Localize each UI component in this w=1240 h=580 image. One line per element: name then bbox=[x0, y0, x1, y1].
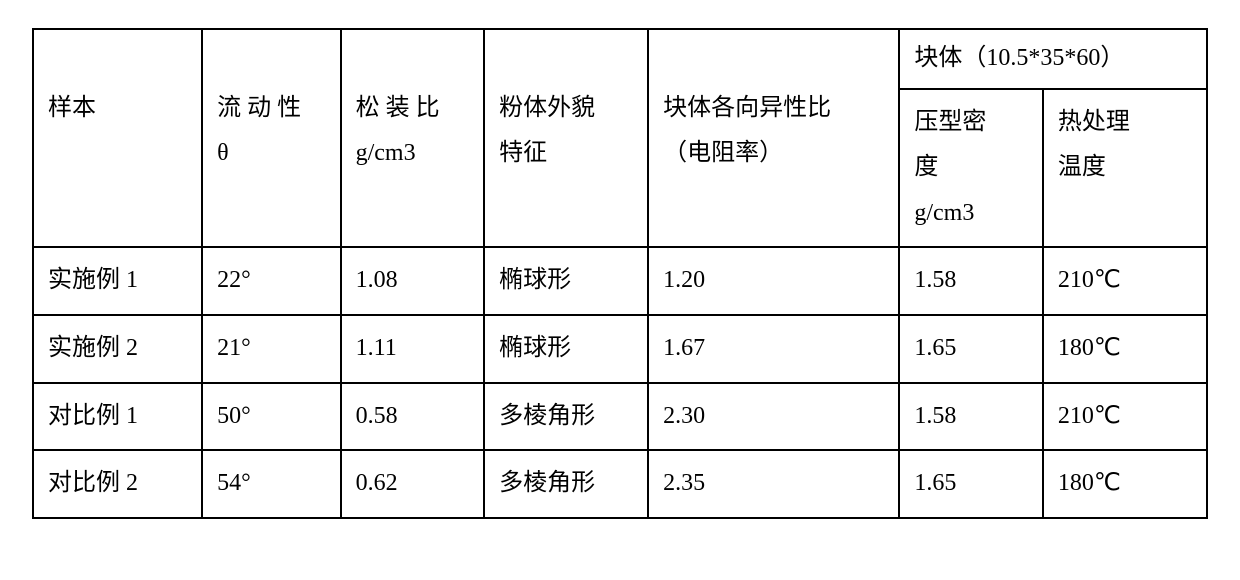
cell-temp: 210℃ bbox=[1043, 247, 1207, 315]
header-row-1: 样本 流动性 θ 松装比 g/cm3 粉体外貌 特征 块体各向异性比 （电阻率）… bbox=[33, 29, 1207, 89]
col-header-flow: 流动性 θ bbox=[202, 29, 340, 247]
cell-aniso: 1.67 bbox=[648, 315, 899, 383]
col-header-temp-l1: 热处理 bbox=[1058, 109, 1130, 135]
cell-temp: 210℃ bbox=[1043, 383, 1207, 451]
table-row: 实施例 1 22° 1.08 椭球形 1.20 1.58 210℃ bbox=[33, 247, 1207, 315]
table-row: 对比例 1 50° 0.58 多棱角形 2.30 1.58 210℃ bbox=[33, 383, 1207, 451]
cell-tap: 0.62 bbox=[341, 450, 485, 518]
cell-flow: 54° bbox=[202, 450, 340, 518]
cell-density: 1.58 bbox=[899, 383, 1043, 451]
cell-aniso: 2.30 bbox=[648, 383, 899, 451]
col-header-density-l2: 度 bbox=[914, 154, 938, 180]
table-row: 对比例 2 54° 0.62 多棱角形 2.35 1.65 180℃ bbox=[33, 450, 1207, 518]
cell-density: 1.58 bbox=[899, 247, 1043, 315]
col-header-group: 块体（10.5*35*60） bbox=[899, 29, 1207, 89]
data-table: 样本 流动性 θ 松装比 g/cm3 粉体外貌 特征 块体各向异性比 （电阻率）… bbox=[32, 28, 1208, 519]
cell-sample: 对比例 1 bbox=[33, 383, 202, 451]
cell-sample: 对比例 2 bbox=[33, 450, 202, 518]
col-header-tap: 松装比 g/cm3 bbox=[341, 29, 485, 247]
cell-flow: 50° bbox=[202, 383, 340, 451]
cell-shape: 多棱角形 bbox=[484, 450, 648, 518]
col-header-sample: 样本 bbox=[33, 29, 202, 247]
cell-tap: 1.11 bbox=[341, 315, 485, 383]
col-header-density: 压型密 度 g/cm3 bbox=[899, 89, 1043, 248]
col-header-density-l1: 压型密 bbox=[914, 109, 986, 135]
col-header-aniso: 块体各向异性比 （电阻率） bbox=[648, 29, 899, 247]
cell-flow: 21° bbox=[202, 315, 340, 383]
col-header-aniso-l2: （电阻率） bbox=[663, 140, 783, 166]
col-header-tap-l2: g/cm3 bbox=[356, 140, 416, 166]
col-header-flow-l1: 流动性 bbox=[217, 95, 307, 121]
col-header-temp-l2: 温度 bbox=[1058, 154, 1106, 180]
cell-tap: 1.08 bbox=[341, 247, 485, 315]
col-header-temp: 热处理 温度 bbox=[1043, 89, 1207, 248]
col-header-shape-l2: 特征 bbox=[499, 140, 547, 166]
col-header-aniso-l1: 块体各向异性比 bbox=[663, 95, 831, 121]
col-header-tap-l1: 松装比 bbox=[356, 95, 446, 121]
cell-density: 1.65 bbox=[899, 450, 1043, 518]
cell-temp: 180℃ bbox=[1043, 450, 1207, 518]
cell-sample: 实施例 2 bbox=[33, 315, 202, 383]
table-row: 实施例 2 21° 1.11 椭球形 1.67 1.65 180℃ bbox=[33, 315, 1207, 383]
cell-shape: 椭球形 bbox=[484, 247, 648, 315]
col-header-flow-l2: θ bbox=[217, 140, 229, 166]
col-header-density-l3: g/cm3 bbox=[914, 200, 974, 226]
cell-sample: 实施例 1 bbox=[33, 247, 202, 315]
cell-tap: 0.58 bbox=[341, 383, 485, 451]
cell-aniso: 1.20 bbox=[648, 247, 899, 315]
cell-aniso: 2.35 bbox=[648, 450, 899, 518]
col-header-shape: 粉体外貌 特征 bbox=[484, 29, 648, 247]
col-header-group-text: 块体（10.5*35*60） bbox=[914, 45, 1124, 71]
cell-flow: 22° bbox=[202, 247, 340, 315]
cell-shape: 多棱角形 bbox=[484, 383, 648, 451]
cell-shape: 椭球形 bbox=[484, 315, 648, 383]
col-header-sample-text: 样本 bbox=[48, 95, 96, 121]
cell-temp: 180℃ bbox=[1043, 315, 1207, 383]
cell-density: 1.65 bbox=[899, 315, 1043, 383]
col-header-shape-l1: 粉体外貌 bbox=[499, 95, 595, 121]
